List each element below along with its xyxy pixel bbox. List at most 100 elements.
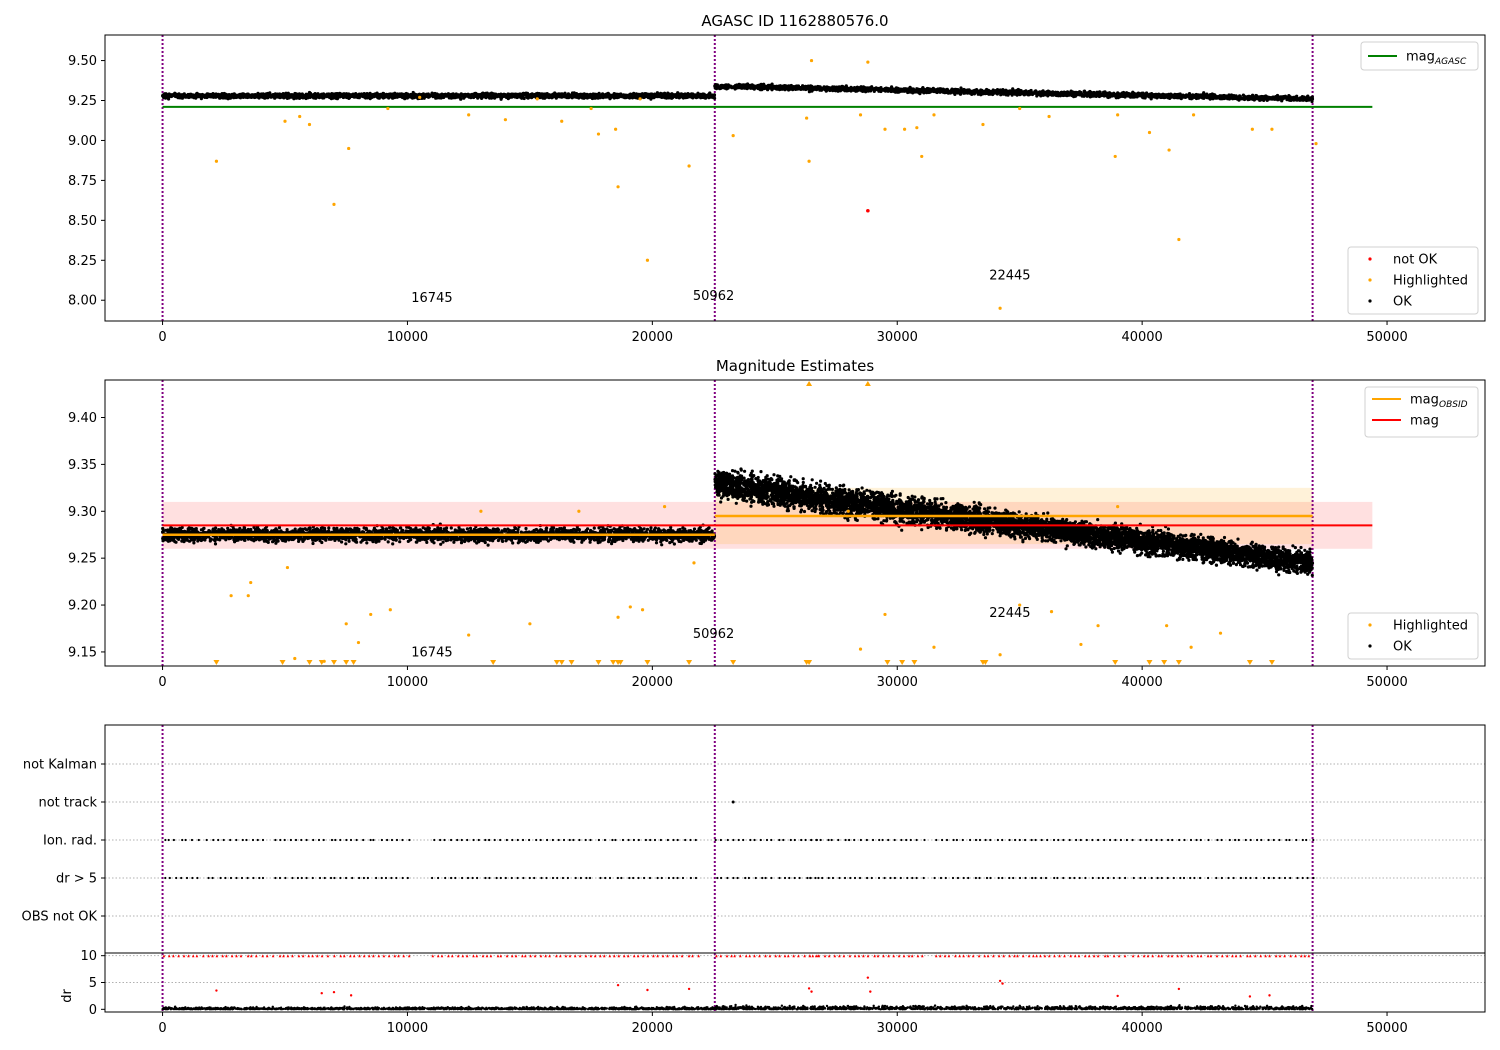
below-range-marker bbox=[306, 660, 313, 665]
below-range-marker bbox=[1112, 660, 1119, 665]
highlighted-point bbox=[285, 565, 290, 570]
highlighted-point bbox=[229, 594, 233, 598]
below-range-marker bbox=[644, 660, 651, 665]
highlighted-point bbox=[1018, 603, 1022, 607]
below-range-marker bbox=[279, 660, 286, 665]
highlighted-point bbox=[388, 608, 392, 612]
y-tick-label: 9.40 bbox=[68, 411, 97, 426]
ok-points bbox=[713, 82, 1315, 104]
agasc-axes-frame bbox=[104, 34, 1486, 322]
highlighted-point bbox=[981, 122, 985, 127]
flag-point-not-track bbox=[731, 800, 735, 804]
flag-points bbox=[714, 838, 818, 842]
panel-title-agasc: AGASC ID 1162880576.0 bbox=[701, 12, 888, 30]
dr-outlier-point bbox=[215, 989, 218, 992]
dr-outlier-point bbox=[866, 976, 870, 979]
flag-points bbox=[207, 876, 265, 880]
highlighted-point bbox=[1218, 631, 1223, 635]
flag-points bbox=[1034, 876, 1127, 880]
dr-outlier-point bbox=[320, 992, 323, 995]
legend-swatch-dot bbox=[1368, 257, 1372, 261]
flag-points bbox=[205, 838, 265, 842]
legend-swatch-dot bbox=[1368, 278, 1372, 282]
obsid-annotation: 16745 bbox=[411, 646, 452, 661]
above-range-marker bbox=[806, 381, 813, 386]
highlighted-point bbox=[858, 647, 863, 651]
x-tick-label: 20000 bbox=[632, 1021, 673, 1036]
highlighted-point bbox=[692, 561, 696, 565]
highlighted-point bbox=[1189, 645, 1193, 649]
highlighted-point bbox=[628, 605, 632, 609]
highlighted-point bbox=[902, 127, 907, 131]
below-range-marker bbox=[1268, 660, 1275, 665]
y-tick-label: 9.00 bbox=[68, 134, 97, 149]
x-tick-label: 30000 bbox=[877, 1021, 918, 1036]
magnitude-estimates-panel: Magnitude Estimates 16745 50962 22445 0 1000… bbox=[68, 357, 1486, 690]
dr-panel: 0 10000 20000 30000 40000 50000 0 5 10 dr bbox=[60, 949, 1486, 1036]
dr-outlier-point bbox=[1177, 987, 1181, 991]
highlighted-point bbox=[1177, 237, 1181, 242]
x-tick-label: 0 bbox=[158, 1021, 166, 1036]
y-tick-label: 5 bbox=[89, 976, 97, 991]
flag-points bbox=[597, 838, 697, 842]
below-range-marker bbox=[213, 660, 220, 665]
highlighted-point bbox=[638, 97, 642, 101]
x-tick-label: 40000 bbox=[1121, 1021, 1162, 1036]
highlighted-point bbox=[467, 633, 471, 637]
highlighted-point bbox=[932, 645, 936, 649]
x-tick-label: 10000 bbox=[387, 675, 428, 690]
x-tick-label: 20000 bbox=[632, 675, 673, 690]
legend-label: not OK bbox=[1393, 253, 1438, 268]
x-tick-label: 40000 bbox=[1121, 330, 1162, 345]
highlighted-point bbox=[920, 154, 924, 159]
legend-swatch-dot bbox=[1368, 299, 1372, 303]
ok-points bbox=[713, 467, 1022, 541]
below-range-marker bbox=[1146, 660, 1153, 665]
highlighted-point bbox=[883, 127, 887, 131]
highlighted-point bbox=[369, 612, 373, 617]
above-range-marker bbox=[864, 381, 871, 386]
highlighted-point bbox=[858, 113, 863, 117]
dr-y-axis-label: dr bbox=[60, 988, 75, 1002]
highlighted-point bbox=[577, 509, 581, 513]
flag-category-label: Ion. rad. bbox=[43, 834, 97, 849]
flag-points bbox=[433, 838, 592, 842]
highlighted-point bbox=[503, 118, 508, 122]
below-range-marker bbox=[553, 660, 560, 665]
highlighted-point bbox=[479, 509, 483, 513]
below-range-marker bbox=[330, 660, 337, 665]
y-tick-label: 0 bbox=[89, 1003, 97, 1018]
highlighted-point bbox=[616, 615, 620, 619]
highlighted-point bbox=[645, 258, 650, 262]
highlighted-point bbox=[731, 134, 735, 138]
x-tick-label: 50000 bbox=[1366, 675, 1407, 690]
legend-label: mag bbox=[1410, 414, 1439, 429]
legend-mag-agasc bbox=[1360, 41, 1479, 71]
y-tick-label: 8.00 bbox=[68, 294, 97, 309]
mag-estimates-axes-frame bbox=[104, 379, 1486, 667]
legend-label-subscript: OBSID bbox=[1439, 400, 1468, 410]
below-range-marker bbox=[686, 660, 693, 665]
below-range-marker bbox=[730, 660, 737, 665]
highlighted-point bbox=[298, 114, 302, 119]
obsid-annotation: 16745 bbox=[411, 291, 452, 306]
highlighted-point bbox=[344, 622, 348, 626]
x-tick-label: 0 bbox=[158, 675, 166, 690]
dr-outlier-point bbox=[1268, 994, 1271, 997]
highlighted-point bbox=[386, 106, 390, 111]
below-range-marker bbox=[911, 660, 918, 665]
obsid-annotation: 22445 bbox=[989, 606, 1030, 621]
not-ok-point bbox=[866, 208, 870, 213]
legend-label-subscript: AGASC bbox=[1434, 57, 1467, 67]
highlighted-point bbox=[528, 622, 532, 626]
legend-swatch-dot bbox=[1368, 644, 1372, 648]
flag-points bbox=[334, 838, 411, 842]
flag-points bbox=[716, 876, 820, 880]
highlighted-point bbox=[596, 132, 601, 136]
legend-label: Highlighted bbox=[1393, 274, 1468, 289]
highlighted-point bbox=[1113, 154, 1117, 159]
highlighted-point bbox=[687, 164, 691, 168]
highlighted-point bbox=[915, 126, 919, 130]
highlighted-point bbox=[807, 159, 811, 163]
